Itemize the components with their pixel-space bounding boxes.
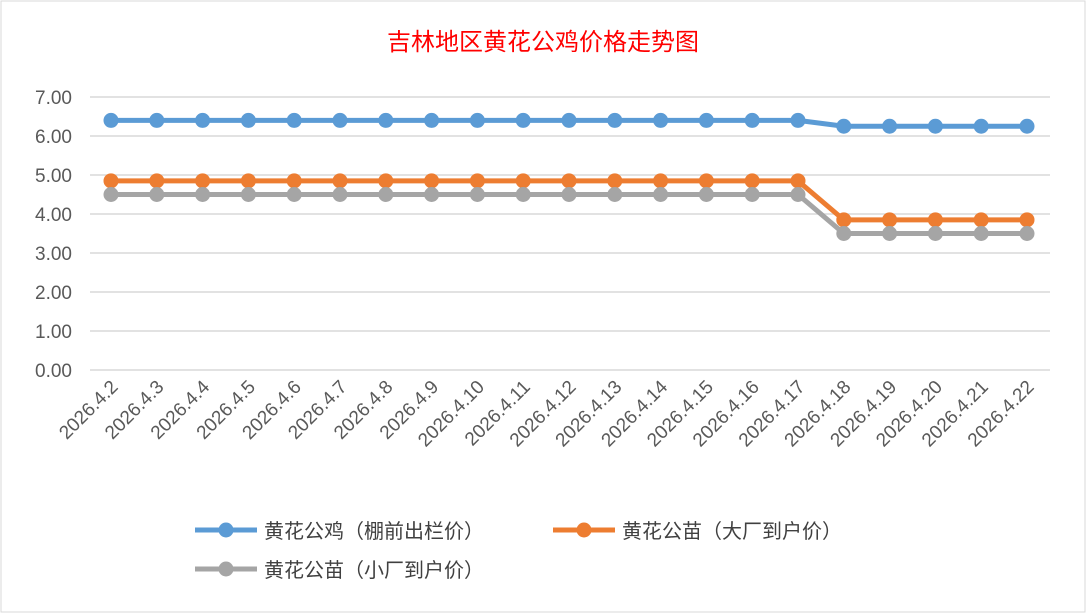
data-point: [469, 112, 485, 128]
data-point: [790, 112, 806, 128]
data-point: [882, 226, 898, 241]
y-tick-label: 4.00: [35, 205, 72, 226]
data-point: [195, 112, 211, 128]
legend-label: 黄花公苗（小厂到户价）: [264, 558, 484, 582]
data-point: [698, 173, 714, 189]
data-point: [653, 112, 669, 128]
data-point: [653, 187, 669, 202]
legend-marker: [218, 522, 234, 538]
data-point: [103, 112, 119, 128]
data-point: [607, 187, 623, 202]
data-point: [973, 226, 989, 241]
data-point: [103, 173, 119, 189]
y-tick-label: 3.00: [35, 244, 72, 265]
data-point: [515, 112, 531, 128]
data-point: [378, 112, 394, 128]
data-point: [469, 187, 485, 202]
y-tick-label: 6.00: [35, 127, 72, 148]
data-point: [378, 187, 394, 202]
data-point: [240, 187, 256, 202]
data-point: [424, 187, 440, 202]
data-point: [240, 112, 256, 128]
data-point: [836, 118, 852, 134]
data-point: [332, 112, 348, 128]
data-point: [744, 173, 760, 189]
data-point: [424, 112, 440, 128]
data-point: [607, 173, 623, 189]
data-point: [286, 173, 302, 189]
data-point: [332, 187, 348, 202]
data-point: [561, 187, 577, 202]
data-point: [653, 173, 669, 189]
legend-label: 黄花公鸡（棚前出栏价）: [264, 519, 484, 543]
data-point: [973, 212, 989, 228]
legend-marker: [218, 561, 234, 577]
data-point: [973, 118, 989, 134]
data-point: [882, 118, 898, 134]
legend-marker: [576, 522, 592, 538]
y-tick-label: 1.00: [35, 322, 72, 343]
data-point: [149, 187, 165, 202]
data-point: [149, 112, 165, 128]
data-point: [561, 112, 577, 128]
data-point: [515, 187, 531, 202]
chart-title: 吉林地区黄花公鸡价格走势图: [387, 28, 699, 56]
data-point: [561, 173, 577, 189]
data-point: [515, 173, 531, 189]
data-point: [149, 173, 165, 189]
data-point: [286, 187, 302, 202]
legend-label: 黄花公苗（大厂到户价）: [622, 519, 842, 543]
data-point: [790, 173, 806, 189]
data-point: [698, 187, 714, 202]
data-point: [927, 212, 943, 228]
y-tick-label: 5.00: [35, 166, 72, 187]
y-tick-label: 7.00: [35, 88, 72, 109]
data-point: [469, 173, 485, 189]
data-point: [1019, 212, 1035, 228]
data-point: [103, 187, 119, 202]
data-point: [836, 226, 852, 241]
data-point: [1019, 118, 1035, 134]
data-point: [195, 187, 211, 202]
data-point: [744, 112, 760, 128]
data-point: [882, 212, 898, 228]
data-point: [927, 118, 943, 134]
data-point: [790, 187, 806, 202]
y-tick-label: 0.00: [35, 361, 72, 382]
data-point: [240, 173, 256, 189]
data-point: [744, 187, 760, 202]
data-point: [332, 173, 348, 189]
data-point: [378, 173, 394, 189]
data-point: [927, 226, 943, 241]
data-point: [836, 212, 852, 228]
data-point: [195, 173, 211, 189]
y-tick-label: 2.00: [35, 283, 72, 304]
data-point: [607, 112, 623, 128]
data-point: [424, 173, 440, 189]
data-point: [1019, 226, 1035, 241]
data-point: [286, 112, 302, 128]
data-point: [698, 112, 714, 128]
